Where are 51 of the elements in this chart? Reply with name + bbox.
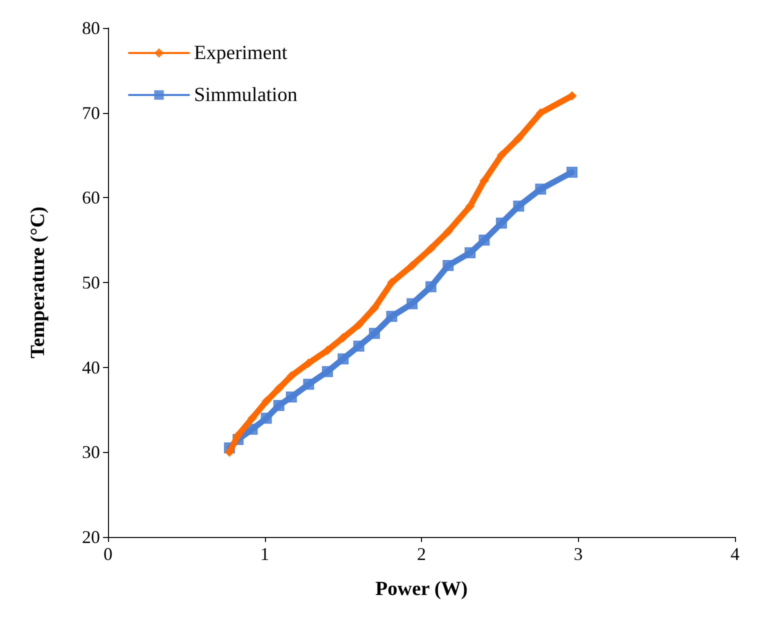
point — [566, 166, 578, 178]
point — [478, 234, 490, 246]
point — [513, 200, 524, 212]
point — [408, 261, 417, 270]
point — [386, 310, 398, 322]
point — [286, 392, 297, 403]
legend-label: Experiment — [194, 42, 288, 64]
y-tick-label: 20 — [82, 527, 100, 547]
point — [387, 278, 396, 287]
point — [442, 260, 454, 272]
point — [368, 328, 380, 339]
y-axis-title: Temperature (°C) — [27, 206, 49, 358]
point — [536, 108, 546, 118]
point — [535, 184, 546, 195]
point — [370, 303, 379, 312]
point — [464, 247, 476, 258]
point — [322, 346, 332, 355]
point — [354, 320, 364, 330]
x-axis-title: Power (W) — [375, 578, 468, 600]
x-tick-label: 1 — [260, 544, 270, 564]
y-tick-label: 60 — [82, 188, 100, 208]
y-tick-label: 80 — [82, 18, 100, 38]
point — [304, 358, 314, 368]
point — [353, 340, 364, 352]
point — [303, 378, 314, 390]
legend-label: Simmulation — [194, 84, 298, 106]
point — [260, 412, 272, 424]
point — [273, 400, 284, 412]
y-tick-label: 50 — [82, 272, 100, 292]
point — [338, 353, 349, 364]
point — [338, 333, 348, 342]
point — [496, 150, 506, 160]
point — [322, 366, 333, 378]
x-tick-label: 3 — [574, 544, 583, 564]
x-tick-label: 4 — [730, 544, 740, 564]
x-tick-label: 2 — [417, 544, 426, 564]
point — [466, 202, 475, 211]
point — [286, 371, 296, 380]
point — [248, 414, 257, 423]
point — [262, 396, 271, 406]
point — [274, 384, 284, 394]
point — [496, 218, 507, 229]
point — [425, 281, 436, 292]
y-tick-label: 30 — [82, 442, 100, 462]
y-tick-label: 70 — [82, 102, 100, 123]
point — [406, 298, 418, 310]
x-tick-label: 0 — [104, 544, 112, 564]
point — [444, 227, 453, 236]
point — [514, 134, 524, 143]
point — [426, 244, 436, 254]
y-tick-label: 40 — [82, 357, 100, 378]
